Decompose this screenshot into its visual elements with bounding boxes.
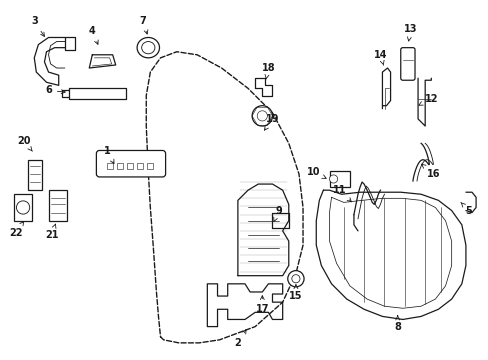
- Text: 12: 12: [418, 94, 437, 105]
- Text: 15: 15: [288, 285, 302, 301]
- Bar: [28, 159, 42, 190]
- Text: 16: 16: [421, 164, 439, 179]
- Circle shape: [252, 106, 272, 126]
- Bar: [127, 163, 133, 169]
- Ellipse shape: [137, 37, 159, 58]
- Ellipse shape: [142, 41, 155, 54]
- FancyBboxPatch shape: [400, 48, 414, 80]
- Text: 11: 11: [332, 185, 350, 202]
- Text: 22: 22: [9, 221, 23, 238]
- Text: 2: 2: [234, 330, 245, 348]
- Text: 5: 5: [460, 202, 471, 216]
- Text: 7: 7: [140, 16, 147, 34]
- Bar: [117, 163, 122, 169]
- Text: 13: 13: [404, 24, 417, 41]
- Text: 9: 9: [273, 206, 282, 221]
- Text: 8: 8: [393, 316, 400, 332]
- Text: 6: 6: [45, 85, 65, 95]
- Bar: [147, 163, 153, 169]
- Bar: [14, 194, 32, 221]
- Text: 3: 3: [31, 16, 44, 36]
- Text: 20: 20: [17, 136, 32, 151]
- FancyBboxPatch shape: [96, 150, 165, 177]
- Bar: [106, 163, 112, 169]
- Bar: [48, 190, 67, 221]
- Text: 19: 19: [264, 114, 279, 130]
- Circle shape: [287, 271, 304, 287]
- Text: 14: 14: [373, 50, 386, 65]
- Text: 18: 18: [261, 63, 275, 79]
- Text: 4: 4: [89, 26, 98, 44]
- Circle shape: [257, 111, 267, 121]
- Circle shape: [329, 175, 337, 183]
- Text: 21: 21: [45, 224, 58, 240]
- Circle shape: [291, 275, 299, 283]
- Text: 10: 10: [306, 167, 325, 178]
- Bar: [137, 163, 143, 169]
- Bar: [329, 171, 349, 187]
- Text: 17: 17: [255, 296, 268, 314]
- Circle shape: [17, 201, 30, 214]
- Text: 1: 1: [104, 147, 114, 163]
